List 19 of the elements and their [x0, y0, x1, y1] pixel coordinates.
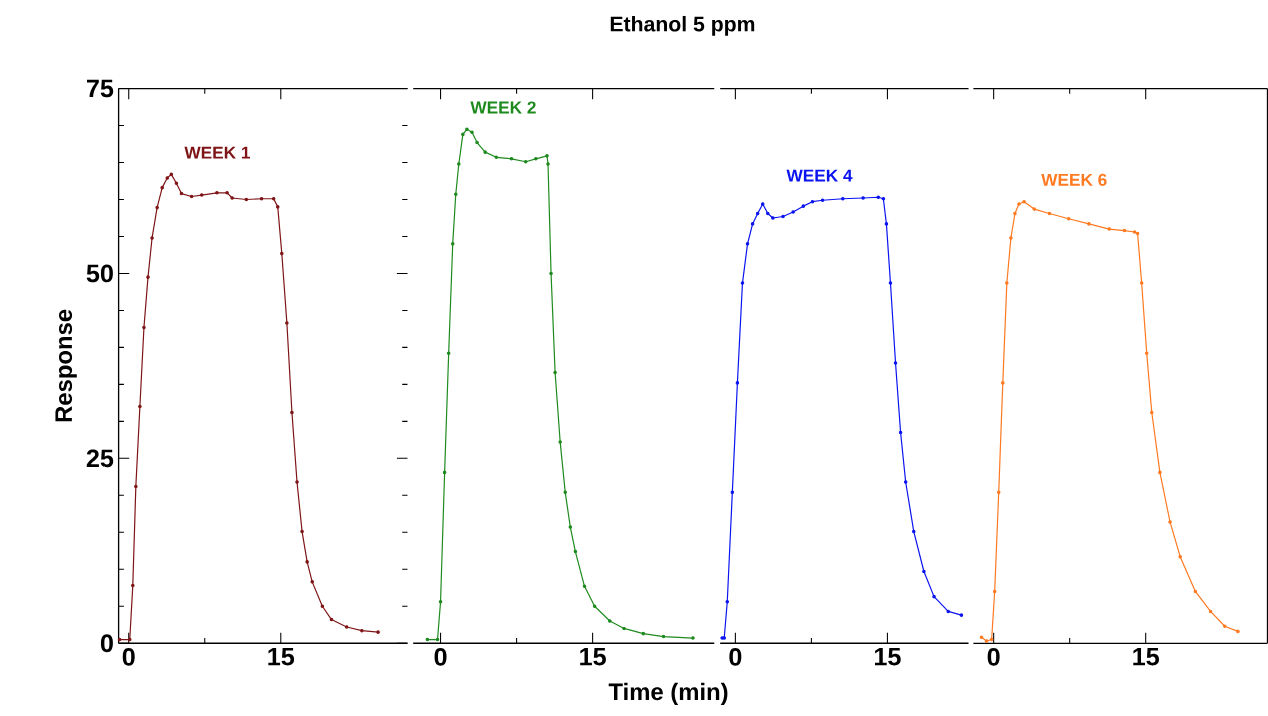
- x-tick-label: 0: [729, 648, 742, 666]
- x-tick-label: 0: [122, 648, 135, 666]
- x-tick-label: 15: [268, 648, 295, 666]
- y-tick-label: 25: [86, 449, 114, 468]
- x-axis-title: Time (min): [608, 682, 728, 706]
- series-label: WEEK 1: [184, 146, 250, 159]
- x-tick-label: 15: [1133, 648, 1160, 666]
- x-tick-label: 15: [875, 648, 901, 666]
- x-tick-label: 15: [580, 648, 606, 666]
- chart-title: Ethanol 5 ppm: [610, 16, 755, 36]
- series-label: WEEK 2: [470, 101, 536, 114]
- y-tick-label: 50: [86, 264, 113, 283]
- y-tick-label: 75: [87, 79, 114, 98]
- y-axis-title: Response: [55, 309, 77, 422]
- y-tick-label: 0: [100, 634, 113, 653]
- series-label: WEEK 4: [786, 169, 853, 182]
- series-label: WEEK 6: [1041, 173, 1107, 187]
- x-tick-label: 0: [434, 648, 447, 666]
- x-tick-label: 0: [987, 648, 1000, 666]
